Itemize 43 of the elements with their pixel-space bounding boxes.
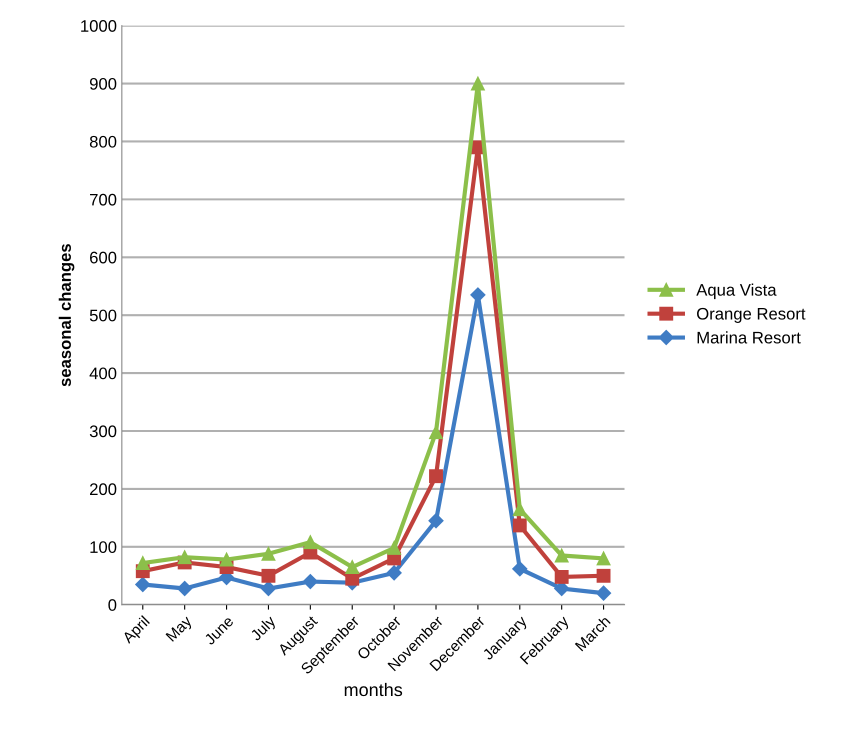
point bbox=[512, 561, 528, 576]
point bbox=[345, 560, 360, 574]
point bbox=[596, 568, 611, 583]
point bbox=[136, 556, 150, 570]
y-tick-label: 300 bbox=[90, 425, 116, 438]
point bbox=[429, 469, 443, 484]
y-tick-label: 600 bbox=[90, 252, 116, 264]
point bbox=[596, 551, 611, 566]
legend-label: Orange Resort bbox=[697, 308, 806, 323]
point bbox=[387, 541, 402, 555]
x-tick-label: May bbox=[166, 614, 195, 644]
point bbox=[470, 76, 485, 91]
point bbox=[512, 502, 527, 516]
point bbox=[596, 586, 612, 601]
point bbox=[220, 552, 234, 566]
point bbox=[262, 546, 276, 561]
x-tick-label: July bbox=[249, 614, 278, 644]
y-tick-label: 0 bbox=[108, 599, 116, 611]
legend-label: Marina Resort bbox=[698, 331, 801, 344]
y-tick-label: 1000 bbox=[81, 20, 116, 32]
y-tick-label: 700 bbox=[90, 194, 116, 206]
point bbox=[302, 574, 318, 590]
legend-label: Aqua Vista bbox=[696, 284, 777, 300]
point bbox=[428, 513, 444, 528]
point bbox=[135, 576, 150, 592]
y-tick-label: 500 bbox=[90, 310, 116, 322]
y-tick-label: 400 bbox=[90, 368, 116, 380]
y-tick-label: 800 bbox=[90, 136, 116, 148]
x-axis-title: months bbox=[344, 682, 402, 696]
point bbox=[512, 518, 527, 532]
point bbox=[303, 535, 318, 550]
point bbox=[177, 580, 192, 596]
y-tick-label: 900 bbox=[90, 78, 116, 90]
point bbox=[262, 568, 276, 583]
point bbox=[386, 565, 402, 580]
y-tick-label: 100 bbox=[90, 541, 116, 554]
point bbox=[178, 550, 192, 564]
point bbox=[429, 425, 443, 440]
y-tick-label: 200 bbox=[90, 483, 116, 496]
point bbox=[554, 548, 569, 562]
point bbox=[554, 570, 569, 584]
point bbox=[260, 580, 276, 596]
y-axis-title: seasonal changes bbox=[58, 244, 74, 386]
